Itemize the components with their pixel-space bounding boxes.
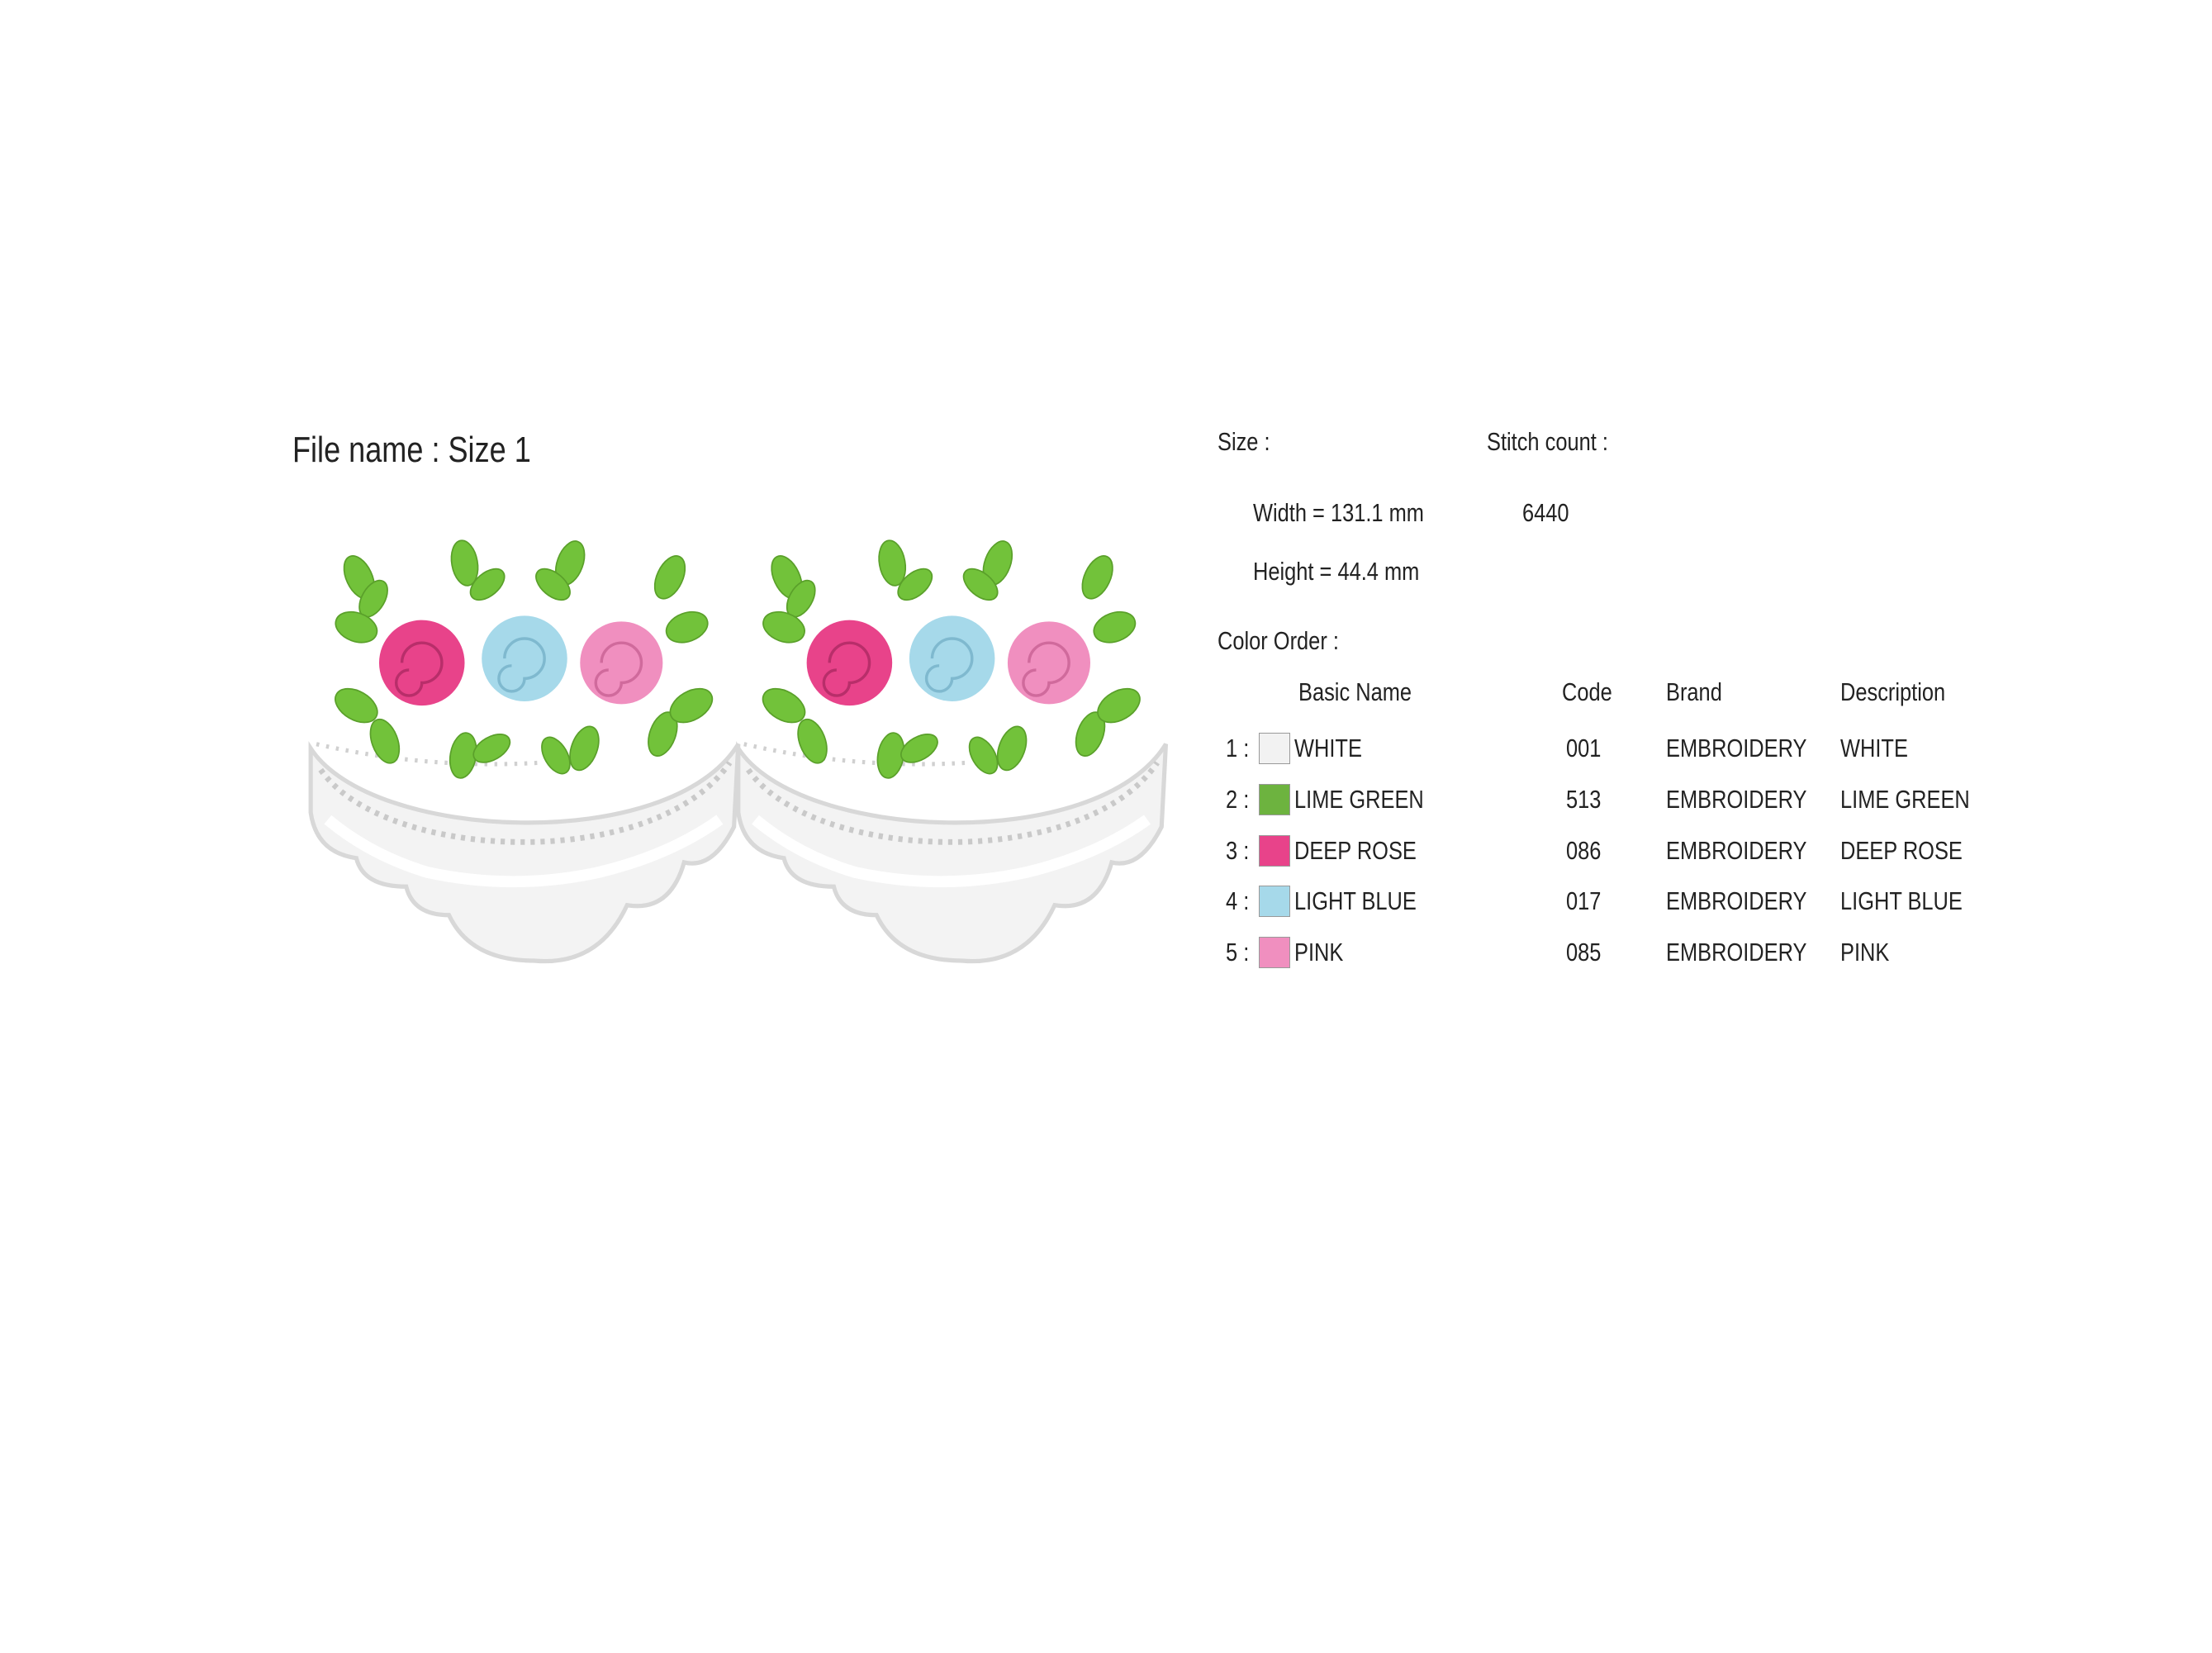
color-code: 086: [1566, 836, 1602, 865]
motif: [311, 537, 738, 961]
color-code: 017: [1566, 886, 1602, 915]
row-index: 3 :: [1226, 836, 1250, 865]
column-header: Basic Name: [1298, 677, 1412, 706]
description: LIGHT BLUE: [1840, 886, 1963, 915]
brand: EMBROIDERY: [1666, 836, 1807, 865]
color-code: 085: [1566, 938, 1602, 967]
color-order-label: Color Order :: [1218, 626, 1339, 655]
brand: EMBROIDERY: [1666, 734, 1807, 762]
color-name: LIGHT BLUE: [1294, 886, 1417, 915]
column-header: Code: [1562, 677, 1612, 706]
row-index: 5 :: [1226, 938, 1250, 967]
color-swatch: [1259, 937, 1290, 968]
column-header: Description: [1840, 677, 1946, 706]
description: DEEP ROSE: [1840, 836, 1963, 865]
brand: EMBROIDERY: [1666, 938, 1807, 967]
stitch-label: Stitch count :: [1487, 427, 1608, 456]
color-name: PINK: [1294, 938, 1344, 967]
color-swatch: [1259, 886, 1290, 917]
description: WHITE: [1840, 734, 1908, 762]
brand: EMBROIDERY: [1666, 886, 1807, 915]
stitch-count: 6440: [1522, 498, 1569, 527]
brand: EMBROIDERY: [1666, 785, 1807, 814]
description: PINK: [1840, 938, 1890, 967]
height: Height = 44.4 mm: [1253, 557, 1420, 586]
color-code: 001: [1566, 734, 1602, 762]
color-code: 513: [1566, 785, 1602, 814]
row-index: 1 :: [1226, 734, 1250, 762]
description: LIME GREEN: [1840, 785, 1970, 814]
width: Width = 131.1 mm: [1253, 498, 1424, 527]
size-label: Size :: [1218, 427, 1270, 456]
motif: [738, 537, 1166, 961]
color-swatch: [1259, 733, 1290, 764]
color-swatch: [1259, 784, 1290, 815]
color-name: DEEP ROSE: [1294, 836, 1417, 865]
color-name: WHITE: [1294, 734, 1362, 762]
row-index: 4 :: [1226, 886, 1250, 915]
row-index: 2 :: [1226, 785, 1250, 814]
file-name: File name : Size 1: [292, 430, 531, 470]
color-name: LIME GREEN: [1294, 785, 1424, 814]
column-header: Brand: [1666, 677, 1722, 706]
color-swatch: [1259, 835, 1290, 867]
